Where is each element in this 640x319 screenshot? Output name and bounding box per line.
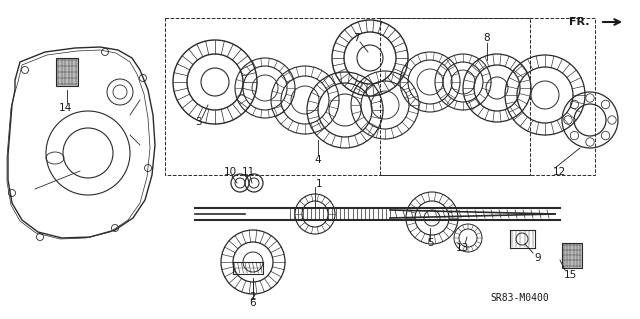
Text: 9: 9: [534, 253, 541, 263]
Text: SR83-M0400: SR83-M0400: [491, 293, 549, 303]
Text: 4: 4: [315, 155, 321, 165]
Text: 15: 15: [563, 270, 577, 280]
Text: 8: 8: [484, 33, 490, 43]
Text: 10: 10: [223, 167, 237, 177]
Text: 12: 12: [552, 167, 566, 177]
Bar: [562, 242, 582, 268]
Text: 3: 3: [195, 117, 202, 127]
Text: 13: 13: [456, 243, 468, 253]
Text: 1: 1: [316, 179, 323, 189]
Text: 11: 11: [241, 167, 255, 177]
Text: 7: 7: [353, 33, 359, 43]
Bar: [56, 58, 78, 86]
Text: 6: 6: [250, 298, 256, 308]
Text: 5: 5: [427, 238, 433, 248]
Text: 14: 14: [58, 103, 72, 113]
Text: FR.: FR.: [570, 17, 590, 27]
Text: 2: 2: [250, 292, 256, 302]
